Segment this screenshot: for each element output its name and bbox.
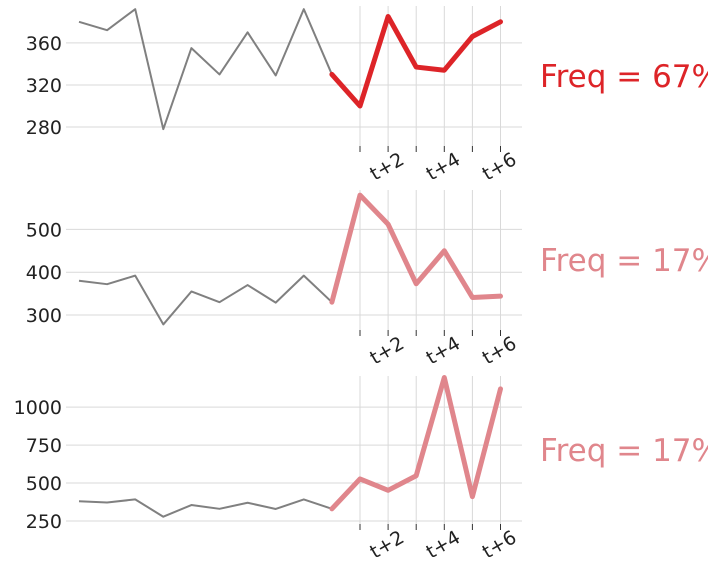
x-tick-label: t+2 xyxy=(366,148,408,185)
x-tick-label: t+6 xyxy=(479,526,521,563)
y-tick-label: 1000 xyxy=(14,397,62,419)
y-tick-label: 300 xyxy=(26,305,62,327)
y-tick-label: 280 xyxy=(26,117,62,139)
panel-2: 300 400 500 t+2 t+4 t+6 Freq = 17% xyxy=(26,190,708,369)
frequency-annotation: Freq = 17% xyxy=(540,243,708,279)
x-tick-label: t+2 xyxy=(366,526,408,563)
y-tick-label: 500 xyxy=(26,219,62,241)
y-tick-label: 360 xyxy=(26,33,62,55)
panel-1: 280 320 360 t+2 t+4 t+6 Freq = 67% xyxy=(26,6,708,185)
x-tick-label: t+2 xyxy=(366,332,408,369)
forecast-line xyxy=(329,375,503,512)
history-line xyxy=(78,498,333,518)
y-tick-label: 250 xyxy=(26,511,62,533)
x-tick-label: t+6 xyxy=(479,332,521,369)
frequency-annotation: Freq = 67% xyxy=(540,59,708,95)
history-line xyxy=(78,8,333,131)
x-tick-label: t+4 xyxy=(422,148,464,185)
x-tick-label: t+4 xyxy=(422,526,464,563)
forecast-line xyxy=(329,14,503,109)
x-tick-label: t+4 xyxy=(422,332,464,369)
x-tick-label: t+6 xyxy=(479,148,521,185)
frequency-annotation: Freq = 17% xyxy=(540,433,708,469)
forecast-line xyxy=(329,192,503,305)
y-tick-label: 500 xyxy=(26,473,62,495)
y-tick-label: 400 xyxy=(26,262,62,284)
y-tick-label: 320 xyxy=(26,75,62,97)
panel-3: 250 500 750 1000 t+2 t+4 t+6 Freq = 17% xyxy=(14,375,708,563)
history-line xyxy=(78,274,333,326)
y-tick-label: 750 xyxy=(26,435,62,457)
